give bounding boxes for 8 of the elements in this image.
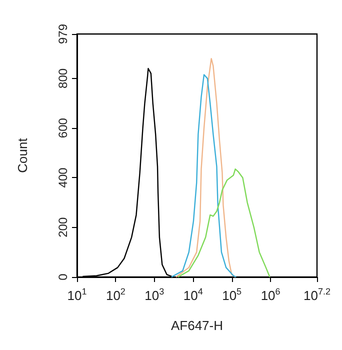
y-tick-label: 800 [56, 68, 70, 88]
x-axis-title: AF647-H [170, 318, 224, 333]
y-tick-label: 200 [56, 217, 70, 238]
y-tick-label: 979 [56, 24, 70, 44]
y-tick-label: 600 [56, 118, 70, 138]
y-tick-label: 0 [56, 273, 70, 280]
y-axis-title: Count [15, 138, 30, 173]
y-tick-label: 400 [56, 167, 70, 188]
